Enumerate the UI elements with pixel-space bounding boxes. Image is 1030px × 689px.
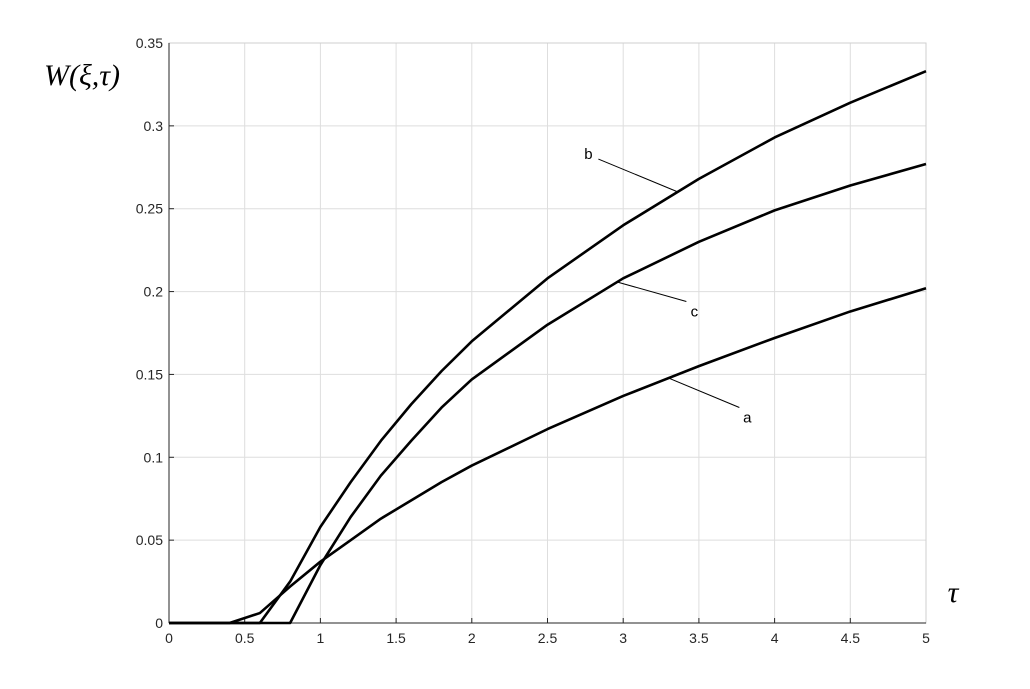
y-axis-label: W(ξ,τ) (44, 59, 120, 92)
x-tick-label: 0 (165, 630, 173, 646)
y-tick-label: 0.05 (136, 532, 163, 548)
y-tick-label: 0.1 (144, 449, 164, 465)
x-tick-label: 4.5 (841, 630, 861, 646)
series-label: b (584, 146, 592, 163)
series-label: a (743, 410, 752, 427)
leader-line (617, 281, 687, 302)
y-tick-label: 0 (155, 615, 163, 631)
leader-line (598, 158, 678, 193)
x-tick-label: 5 (922, 630, 930, 646)
line-series (169, 69, 927, 625)
x-tick-label: 2.5 (538, 630, 558, 646)
leader-line (668, 377, 740, 408)
x-tick-label: 3 (619, 630, 627, 646)
x-tick-label: 0.5 (235, 630, 255, 646)
y-tick-label: 0.2 (144, 284, 164, 300)
line-series (169, 162, 927, 625)
line-series (169, 287, 927, 625)
y-tick-label: 0.3 (144, 118, 164, 134)
x-tick-label: 1.5 (386, 630, 406, 646)
x-tick-label: 2 (468, 630, 476, 646)
x-tick-label: 3.5 (689, 630, 709, 646)
x-tick-label: 4 (771, 630, 779, 646)
y-tick-label: 0.35 (136, 35, 163, 51)
y-tick-label: 0.25 (136, 201, 163, 217)
series-label: c (691, 303, 699, 320)
x-tick-label: 1 (317, 630, 325, 646)
x-axis-label: τ (948, 576, 960, 609)
y-tick-label: 0.15 (136, 366, 163, 382)
